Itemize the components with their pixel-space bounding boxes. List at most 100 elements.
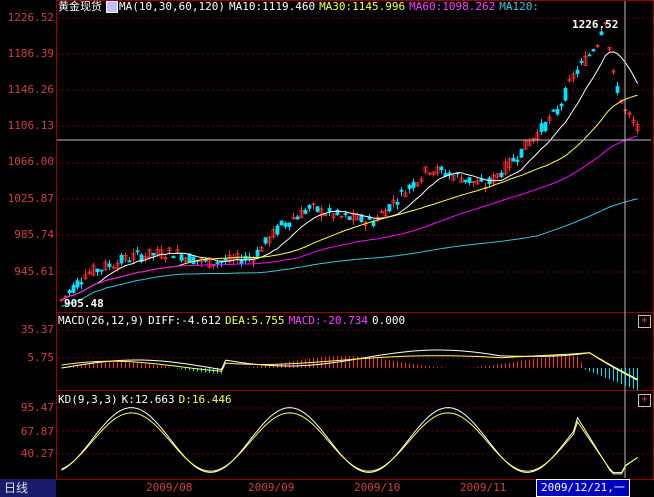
- candle-body: [359, 214, 364, 223]
- macd-dea-line: [61, 352, 638, 380]
- candle-body: [143, 256, 148, 260]
- candle-body: [311, 203, 316, 206]
- candle-body: [595, 44, 600, 47]
- candle-body: [475, 180, 480, 185]
- candle-body: [499, 172, 504, 178]
- ma120-value: MA120:: [499, 0, 539, 13]
- x-tick-1: 2009/08: [146, 481, 193, 494]
- candle-body: [631, 119, 636, 123]
- candle-body: [615, 86, 620, 93]
- low-price-label: 905.48: [64, 297, 104, 310]
- candle-body: [123, 254, 128, 261]
- candle-body: [551, 109, 556, 112]
- macd-diff: DIFF:-4.612: [148, 314, 221, 327]
- candle-body: [187, 253, 192, 263]
- candle-body: [319, 208, 324, 217]
- candle-body: [235, 253, 240, 260]
- candle-body: [323, 213, 328, 216]
- candle-body: [279, 220, 284, 226]
- kd-y-tick: 40.27: [20, 447, 54, 460]
- macd-y-tick: 35.37: [20, 323, 54, 336]
- candle-body: [127, 260, 132, 263]
- candle-body: [463, 179, 468, 182]
- candle-body: [267, 236, 272, 244]
- candle-body: [131, 252, 136, 260]
- candle-body: [215, 262, 220, 264]
- kd-k-line: [61, 407, 638, 475]
- candle-body: [383, 209, 388, 217]
- candle-body: [103, 261, 108, 271]
- candle-body: [171, 255, 176, 259]
- candle-body: [135, 250, 140, 253]
- candle-body: [427, 172, 432, 175]
- candle-body: [79, 282, 84, 285]
- period-tab[interactable]: 日线: [0, 479, 56, 497]
- macd-expand-button[interactable]: +: [638, 315, 651, 328]
- main-y-tick: 1066.00: [7, 155, 54, 168]
- kd-k: K:12.663: [121, 393, 175, 406]
- ma60-value: MA60:1098.262: [409, 0, 496, 13]
- candle-body: [299, 209, 304, 219]
- candle-body: [511, 157, 516, 162]
- candle-body: [91, 264, 96, 276]
- x-tick-3: 2009/10: [354, 481, 401, 494]
- kd-label: KD(9,3,3): [58, 393, 118, 406]
- candle-body: [339, 215, 344, 218]
- candle-body: [583, 56, 588, 66]
- candle-body: [387, 204, 392, 212]
- kd-d-line: [61, 412, 638, 473]
- indicator-label: MA(10,30,60,120): [119, 0, 225, 13]
- candle-body: [523, 140, 528, 150]
- candle-body: [63, 295, 68, 298]
- main-y-tick: 985.74: [14, 228, 54, 241]
- kd-header: KD(9,3,3) K:12.663 D:16.446: [58, 393, 236, 407]
- candle-body: [507, 158, 512, 168]
- candle-body: [71, 284, 76, 293]
- ma-indicator-icon[interactable]: [106, 1, 118, 13]
- candle-body: [411, 181, 416, 189]
- candle-body: [471, 180, 476, 183]
- high-price-label: 1226.52: [572, 18, 619, 31]
- macd-diff-line: [61, 349, 638, 381]
- candle-body: [343, 213, 348, 215]
- candle-body: [139, 254, 144, 262]
- candle-body: [155, 248, 160, 255]
- x-tick-4: 2009/11: [460, 481, 507, 494]
- candle-body: [503, 161, 508, 175]
- macd-extra: 0.000: [372, 314, 406, 327]
- candle-body: [203, 259, 208, 262]
- candle-body: [107, 263, 112, 267]
- candle-body: [115, 263, 120, 269]
- candle-body: [347, 216, 352, 220]
- candle-body: [315, 206, 320, 212]
- candle-body: [591, 49, 596, 52]
- macd-label: MACD(26,12,9): [58, 314, 145, 327]
- candle-body: [287, 222, 292, 227]
- candle-body: [119, 254, 124, 264]
- candle-body: [423, 166, 428, 173]
- kd-expand-button[interactable]: +: [638, 394, 651, 407]
- main-y-tick: 1106.13: [7, 119, 54, 132]
- candle-body: [87, 271, 92, 274]
- candle-body: [251, 257, 256, 263]
- candle-body: [579, 60, 584, 63]
- candle-body: [439, 166, 444, 171]
- candle-body: [403, 192, 408, 197]
- candle-body: [527, 141, 532, 147]
- candle-body: [151, 252, 156, 256]
- candle-body: [179, 254, 184, 261]
- candle-body: [163, 256, 168, 260]
- ma10-value: MA10:1119.460: [228, 0, 316, 13]
- candle-body: [255, 249, 260, 257]
- candle-body: [167, 247, 172, 251]
- candle-body: [275, 225, 280, 235]
- candle-body: [95, 268, 100, 273]
- candle-body: [83, 274, 88, 280]
- macd-value: MACD:-20.734: [288, 314, 369, 327]
- candle-body: [611, 70, 616, 73]
- ma60-line: [61, 135, 638, 301]
- ma120-line: [61, 198, 638, 308]
- candle-body: [271, 229, 276, 238]
- candle-body: [555, 109, 560, 115]
- candle-body: [291, 217, 296, 220]
